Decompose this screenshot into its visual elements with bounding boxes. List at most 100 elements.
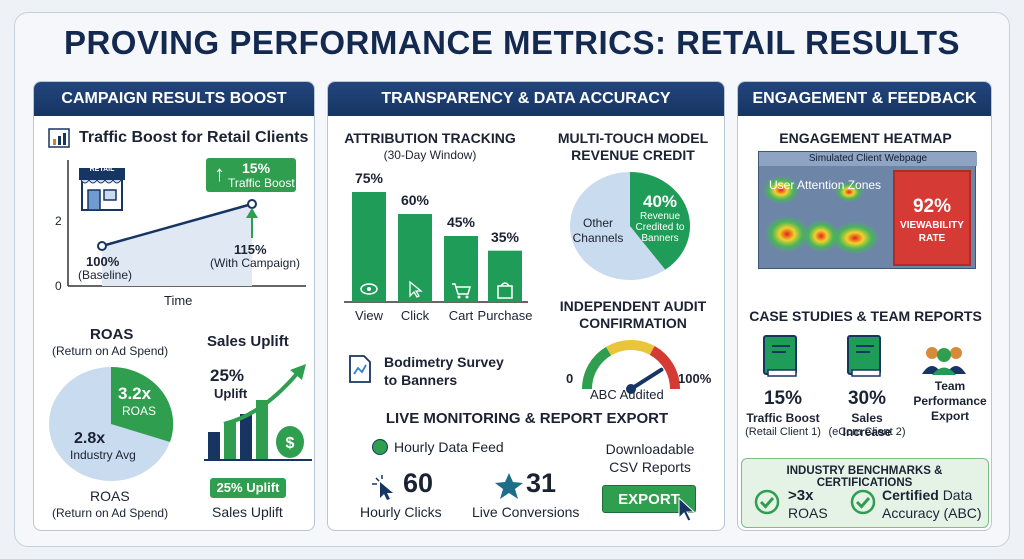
attribution-category-click: Click bbox=[400, 308, 430, 323]
gauge-label: ABC Audited bbox=[590, 387, 664, 402]
attribution-bar-purchase bbox=[488, 250, 522, 302]
pie-other-2: Channels bbox=[572, 231, 624, 245]
revenue-pie bbox=[570, 172, 690, 280]
downloadable-1: Downloadable bbox=[605, 441, 695, 457]
clicks-label: Hourly Clicks bbox=[360, 504, 442, 520]
attribution-bar-click bbox=[398, 214, 432, 302]
pie-desc-1: Revenue bbox=[639, 211, 681, 222]
gauge-arc-yellow bbox=[606, 340, 655, 356]
attribution-bar-view bbox=[352, 192, 386, 302]
roas-footer-sub: (Return on Ad Spend) bbox=[52, 506, 169, 520]
y-tick-top: 2 bbox=[55, 214, 62, 228]
team-line-3: Export bbox=[930, 409, 969, 423]
check-icon bbox=[754, 489, 780, 515]
campaign-results-panel: CAMPAIGN RESULTS BOOST Traffic Boost for… bbox=[33, 81, 315, 531]
gauge-min: 0 bbox=[566, 371, 574, 386]
click-icon bbox=[409, 280, 423, 298]
campaign-label: (With Campaign) bbox=[210, 256, 301, 270]
panel-header: CAMPAIGN RESULTS BOOST bbox=[34, 82, 314, 116]
attribution-value-cart: 45% bbox=[446, 214, 476, 230]
y-tick-bottom: 0 bbox=[55, 279, 62, 293]
multitouch-title-2: REVENUE CREDIT bbox=[571, 147, 695, 163]
x-axis-label: Time bbox=[164, 293, 193, 308]
viewability-box: 92% VIEWABILITY RATE bbox=[893, 170, 971, 266]
team-line-1: Team bbox=[934, 379, 966, 393]
uplift-footer: Sales Uplift bbox=[212, 504, 283, 520]
multitouch-title-1: MULTI-TOUCH MODEL bbox=[557, 130, 709, 146]
attribution-chart bbox=[344, 192, 528, 303]
roas-value: 3.2x bbox=[118, 384, 152, 403]
pie-desc-2: Credited to bbox=[635, 222, 685, 233]
cursor-icon bbox=[676, 496, 698, 522]
campaign-value: 115% bbox=[234, 242, 267, 257]
cart-icon bbox=[452, 283, 471, 299]
attribution-value-purchase: 35% bbox=[490, 228, 520, 245]
uplift-title: Sales Uplift bbox=[207, 333, 289, 350]
export-button[interactable]: EXPORT bbox=[602, 485, 696, 513]
bench1-a: >3x bbox=[788, 487, 814, 504]
roas-subtitle: (Return on Ad Spend) bbox=[52, 344, 169, 358]
chart-icon bbox=[48, 128, 70, 148]
engagement-panel: ENGAGEMENT & FEEDBACK ENGAGEMENT HEATMAP… bbox=[737, 81, 992, 531]
audit-title-1: INDEPENDENT AUDIT bbox=[559, 298, 707, 314]
uplift-word: Uplift bbox=[214, 386, 248, 401]
heatmap-title: ENGAGEMENT HEATMAP bbox=[779, 130, 952, 146]
audit-gauge bbox=[582, 340, 680, 394]
live-title: LIVE MONITORING & REPORT EXPORT bbox=[385, 410, 669, 427]
case2-sub: (eCom Client 2) bbox=[828, 426, 906, 438]
transparency-panel: TRANSPARENCY & DATA ACCURACY ATTRIBUTION… bbox=[327, 81, 725, 531]
case2-label: Sales Increase bbox=[842, 411, 892, 439]
attribution-title: ATTRIBUTION TRACKING bbox=[344, 130, 516, 146]
attribution-category-cart: Cart bbox=[448, 308, 474, 323]
click-cursor-icon bbox=[368, 472, 398, 502]
bench2-a-bold: Certified bbox=[882, 487, 939, 503]
store-sign: RETAIL bbox=[89, 166, 115, 173]
pie-slice-banners bbox=[630, 172, 690, 270]
survey-document-icon bbox=[348, 354, 372, 384]
baseline-value: 100% bbox=[86, 254, 120, 269]
traffic-boost-badge: ↑ 15% Traffic Boost bbox=[206, 158, 296, 192]
pie-pct: 40% bbox=[642, 192, 678, 211]
gauge-needle bbox=[629, 367, 664, 391]
team-icon bbox=[920, 344, 968, 376]
eye-icon bbox=[360, 283, 378, 295]
live-indicator-icon bbox=[372, 439, 388, 455]
page-title: PROVING PERFORMANCE METRICS: RETAIL RESU… bbox=[63, 24, 961, 61]
bench2-b: Accuracy (ABC) bbox=[882, 505, 982, 521]
case1-label: Traffic Boost bbox=[746, 411, 820, 425]
pie-desc-3: Banners bbox=[641, 233, 679, 244]
heat-spots bbox=[763, 176, 879, 254]
bench-title: INDUSTRY BENCHMARKS & CERTIFICATIONS bbox=[786, 465, 943, 489]
store-icon bbox=[78, 164, 126, 214]
zones-label: User Attention Zones bbox=[769, 178, 882, 192]
traffic-chart bbox=[67, 160, 306, 287]
bench2-a: Certified Data bbox=[882, 487, 972, 503]
gauge-max: 100% bbox=[678, 371, 712, 386]
panel-header: TRANSPARENCY & DATA ACCURACY bbox=[328, 82, 724, 116]
attribution-value-view: 75% bbox=[354, 170, 384, 186]
conversions-value: 31 bbox=[526, 468, 557, 498]
book-icon bbox=[762, 334, 800, 378]
attribution-category-purchase: Purchase bbox=[477, 308, 533, 323]
gauge-arc-red bbox=[649, 346, 680, 390]
audit-title-2: CONFIRMATION bbox=[579, 315, 687, 331]
pie-other: Other bbox=[582, 216, 613, 230]
uplift-pill: 25% Uplift bbox=[210, 478, 286, 498]
conversions-label: Live Conversions bbox=[472, 504, 580, 520]
attribution-bar-cart bbox=[444, 236, 478, 302]
attribution-value-click: 60% bbox=[400, 192, 430, 208]
bench1-b: ROAS bbox=[788, 505, 828, 521]
traffic-title: Traffic Boost for Retail Clients bbox=[79, 129, 309, 146]
case-title: CASE STUDIES & TEAM REPORTS bbox=[749, 308, 982, 324]
panel-header: ENGAGEMENT & FEEDBACK bbox=[738, 82, 991, 116]
survey-line-2: to Banners bbox=[384, 372, 458, 388]
hourly-feed: Hourly Data Feed bbox=[394, 439, 504, 455]
gauge-hub bbox=[626, 384, 636, 394]
heatmap-webpage: Simulated Client Webpage User Attention … bbox=[758, 151, 977, 269]
bag-icon bbox=[497, 282, 513, 299]
check-icon bbox=[850, 489, 876, 515]
downloadable-2: CSV Reports bbox=[609, 459, 691, 475]
attribution-category-view: View bbox=[355, 308, 383, 323]
survey-line-1: Bodimetry Survey bbox=[384, 354, 504, 370]
benchmarks-box: INDUSTRY BENCHMARKS & CERTIFICATIONS >3x… bbox=[741, 458, 989, 528]
